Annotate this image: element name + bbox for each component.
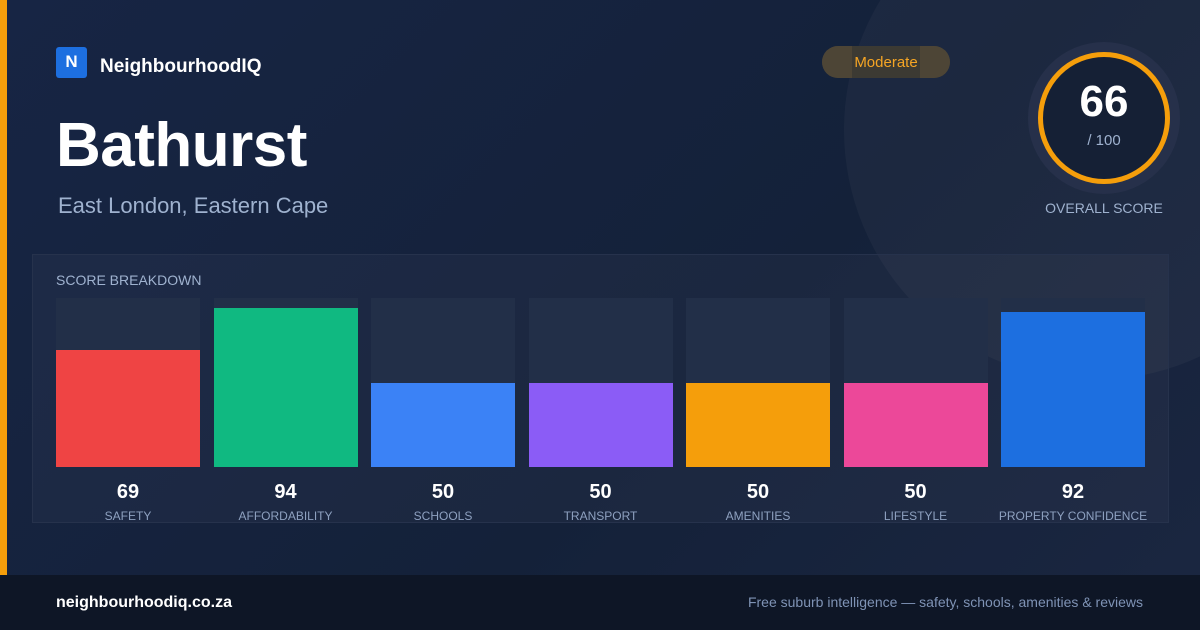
- bar-track: [686, 298, 830, 467]
- footer-url: neighbourhoodiq.co.za: [56, 594, 232, 611]
- suburb-title: Bathurst: [56, 111, 307, 180]
- breakdown-bar-chart: 69 SAFETY 94 AFFORDABILITY 50 SCHOOLS 50 TRANSP…: [56, 298, 1147, 524]
- bar-value-label: 50: [746, 481, 770, 503]
- bar: [371, 382, 515, 467]
- bar-value-label: 92: [1061, 481, 1085, 503]
- bar: [528, 382, 673, 467]
- footer-tagline: Free suburb intelligence — safety, schoo…: [747, 594, 1143, 610]
- suburb-region: East London, Eastern Cape: [58, 193, 329, 218]
- bar: [213, 308, 358, 467]
- bar-value-label: 50: [431, 481, 455, 503]
- bar-column: 50 LIFESTYLE: [843, 298, 988, 524]
- bar-category-label: SAFETY: [104, 509, 152, 523]
- bar-category-label: AMENITIES: [725, 509, 791, 523]
- overall-score-label: OVERALL SCORE: [1045, 200, 1163, 216]
- brand-name: NeighbourhoodIQ: [100, 56, 262, 77]
- bar: [843, 382, 988, 467]
- share-card: N NeighbourhoodIQ Bathurst East London, …: [0, 0, 1200, 575]
- footer: neighbourhoodiq.co.za Free suburb intell…: [0, 575, 1200, 630]
- score-ring-progress: [1038, 52, 1170, 184]
- bar-track: [371, 298, 515, 467]
- bar: [1001, 311, 1145, 467]
- bar-category-label: PROPERTY CONFIDENCE: [998, 509, 1148, 523]
- bar-track: [1001, 298, 1145, 467]
- bar-value-label: 94: [274, 481, 297, 503]
- bar-value-label: 50: [904, 481, 927, 503]
- overall-score-max: / 100: [1087, 132, 1121, 149]
- brand: N NeighbourhoodIQ: [56, 46, 261, 78]
- bar: [56, 350, 200, 467]
- bar-track: [843, 298, 988, 467]
- score-breakdown-panel: SCORE BREAKDOWN 69 SAFETY 94 AFFORDABILITY 5…: [32, 254, 1169, 523]
- bar-category-label: AFFORDABILITY: [238, 509, 333, 523]
- bar-track: [528, 298, 673, 467]
- bar-column: 50 SCHOOLS: [371, 298, 515, 524]
- bar-column: 50 AMENITIES: [686, 298, 830, 524]
- bar-column: 94 AFFORDABILITY: [213, 298, 358, 524]
- bar-value-label: 69: [116, 481, 140, 503]
- bar-track: [213, 298, 358, 467]
- bar-column: 69 SAFETY: [56, 298, 200, 524]
- overall-score-ring: 66 / 100: [1028, 42, 1180, 194]
- bar-track: [56, 298, 200, 467]
- bar: [686, 382, 830, 467]
- bar-column: 92 PROPERTY CONFIDENCE: [999, 298, 1147, 524]
- brand-logo-icon: N: [56, 46, 87, 78]
- bar-category-label: LIFESTYLE: [883, 509, 948, 523]
- overall-score-value: 66: [1079, 77, 1129, 126]
- rating-badge: Moderate: [822, 46, 950, 78]
- rating-badge-label: Moderate: [854, 53, 918, 71]
- bar-category-label: TRANSPORT: [563, 509, 638, 523]
- bar-column: 50 TRANSPORT: [528, 298, 673, 524]
- bar-category-label: SCHOOLS: [413, 509, 473, 523]
- breakdown-title: SCORE BREAKDOWN: [56, 272, 202, 288]
- accent-bar: [0, 0, 7, 575]
- bar-value-label: 50: [589, 481, 612, 503]
